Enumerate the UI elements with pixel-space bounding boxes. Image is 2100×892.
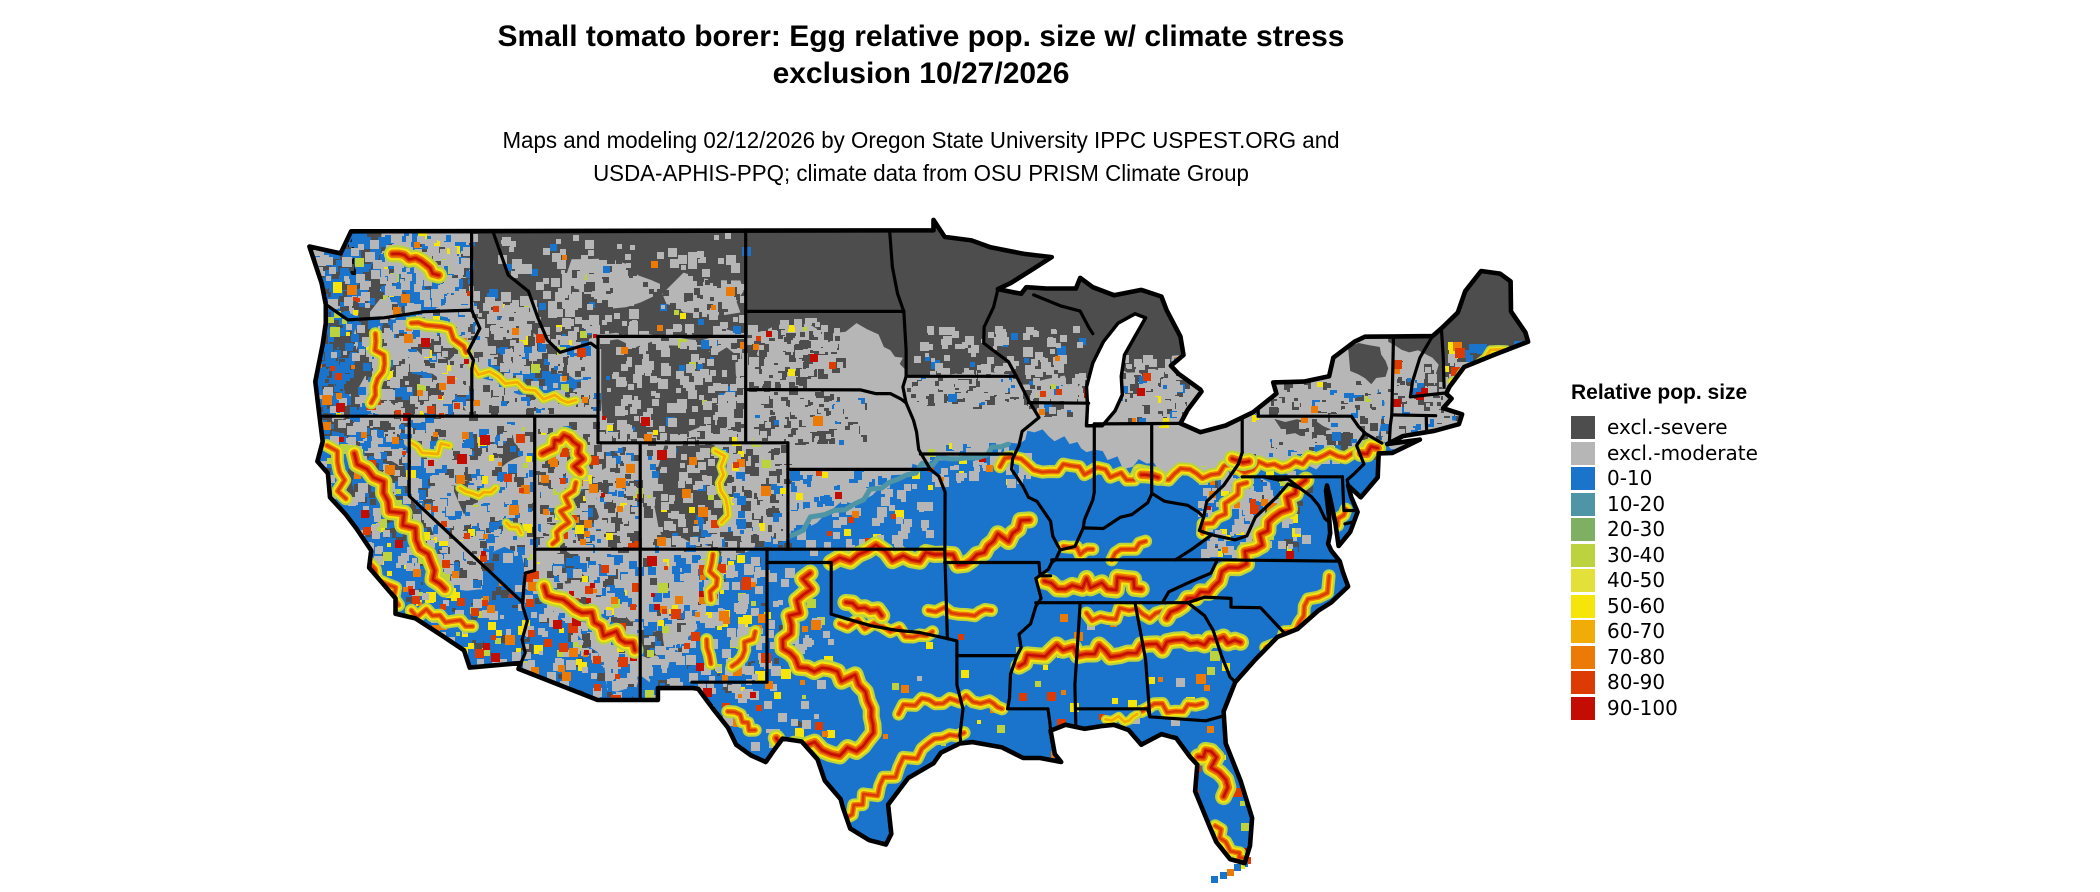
legend-item: 70-80 [1571,645,1758,671]
legend-swatch [1571,671,1595,695]
legend-label: excl.-moderate [1607,440,1758,465]
legend-swatch [1571,441,1595,465]
legend-swatch [1571,594,1595,618]
legend-swatch [1571,416,1595,440]
legend-swatch [1571,467,1595,491]
legend-item: 40-50 [1571,568,1758,594]
legend-item: 30-40 [1571,543,1758,569]
legend-label: 80-90 [1607,670,1666,695]
legend-swatch [1571,543,1595,567]
legend-label: 0-10 [1607,466,1653,491]
legend-label: 10-20 [1607,491,1666,516]
legend-label: 20-30 [1607,517,1666,542]
legend-item: 50-60 [1571,594,1758,620]
legend-item: excl.-severe [1571,415,1758,441]
legend-label: 30-40 [1607,542,1666,567]
page-title: Small tomato borer: Egg relative pop. si… [497,20,1345,90]
legend-label: 90-100 [1607,695,1678,720]
legend-item: excl.-moderate [1571,441,1758,467]
legend-swatch [1571,645,1595,669]
legend-item: 20-30 [1571,517,1758,543]
legend-swatch [1571,620,1595,644]
legend-item: 0-10 [1571,466,1758,492]
legend-item: 60-70 [1571,619,1758,645]
legend-item: 90-100 [1571,696,1758,722]
legend-label: 50-60 [1607,593,1666,618]
legend-swatch [1571,696,1595,720]
legend-label: 40-50 [1607,568,1666,593]
legend-item: 80-90 [1571,670,1758,696]
legend-label: excl.-severe [1607,415,1728,440]
legend-title: Relative pop. size [1571,381,1748,404]
legend-swatch [1571,569,1595,593]
legend-item: 10-20 [1571,492,1758,518]
legend: Relative pop. size excl.-severe excl.-mod… [1571,381,1758,721]
legend-swatch [1571,518,1595,542]
legend-swatch [1571,492,1595,516]
legend-items: excl.-severe excl.-moderate 0-10 10-20 20-30… [1571,415,1758,721]
legend-label: 60-70 [1607,619,1666,644]
legend-label: 70-80 [1607,644,1666,669]
page-subtitle: Maps and modeling 02/12/2026 by Oregon S… [502,127,1340,186]
